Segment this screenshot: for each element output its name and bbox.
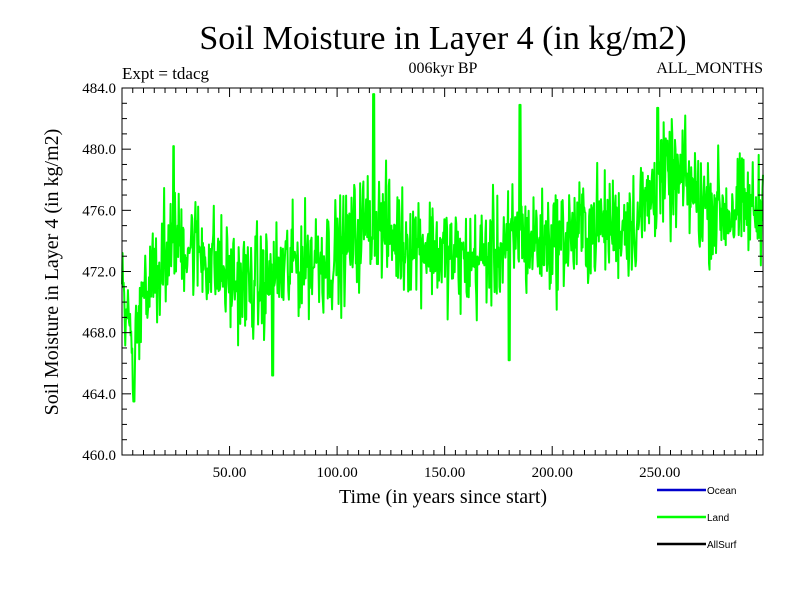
legend-label-ocean: Ocean: [707, 486, 736, 497]
y-tick-label: 464.0: [82, 387, 116, 403]
y-tick-label: 476.0: [82, 203, 116, 219]
series-line-land: [121, 93, 764, 403]
x-tick-label: 250.00: [639, 465, 680, 481]
legend-label-land: Land: [707, 513, 729, 524]
experiment-label: Expt = tdacg: [122, 64, 210, 83]
chart-subtitle: 006kyr BP: [409, 60, 478, 77]
y-tick-label: 468.0: [82, 326, 116, 342]
x-tick-label: 200.00: [532, 465, 573, 481]
plot-area: [121, 93, 764, 403]
legend-label-allsurf: AllSurf: [707, 540, 737, 551]
axes: 50.00 100.00 150.00 200.00 250.00 460.0 464.0 4…: [82, 81, 764, 481]
y-tick-label: 480.0: [82, 142, 116, 158]
y-tick-label: 460.0: [82, 448, 116, 464]
x-tick-label: 100.00: [316, 465, 357, 481]
x-tick-label: 50.00: [213, 465, 247, 481]
x-axis-label: Time (in years since start): [339, 486, 547, 508]
y-tick-label: 484.0: [82, 81, 116, 97]
y-axis-label: Soil Moisture in Layer 4 (in kg/m2): [41, 129, 63, 416]
x-tick-label: 150.00: [424, 465, 465, 481]
y-tick-label: 472.0: [82, 265, 116, 281]
chart-title: Soil Moisture in Layer 4 (in kg/m2): [199, 20, 686, 57]
period-label: ALL_MONTHS: [656, 60, 763, 77]
legend: Ocean Land AllSurf: [657, 486, 737, 551]
